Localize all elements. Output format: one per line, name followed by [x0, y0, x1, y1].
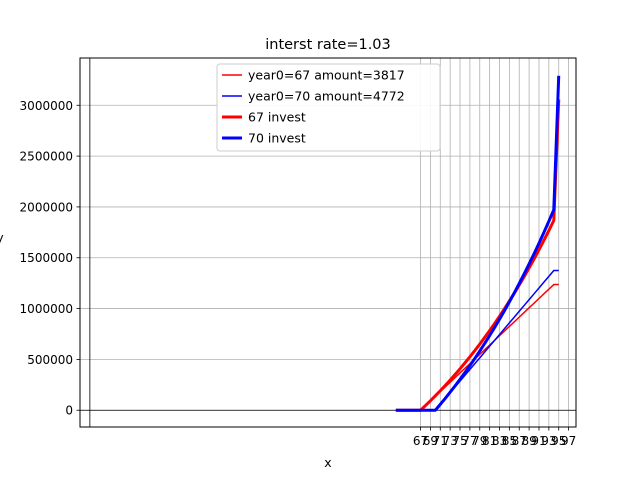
legend-entries: year0=67 amount=3817 year0=70 amount=4772… — [222, 68, 405, 146]
y-tick-label: 3000000 — [20, 99, 73, 113]
x-tick-label: 87 — [512, 434, 527, 448]
x-tick-label: 91 — [531, 434, 546, 448]
x-axis-label: x — [324, 455, 331, 470]
x-tick-label: 93 — [541, 434, 556, 448]
x-tick-label: 97 — [561, 434, 576, 448]
x-tick-label: 77 — [462, 434, 477, 448]
x-tick-label: 81 — [482, 434, 497, 448]
legend: year0=67 amount=3817 year0=70 amount=4772… — [216, 63, 441, 152]
x-tick-label: 85 — [502, 434, 517, 448]
series-line-3 — [395, 99, 561, 412]
x-tick-label: 95 — [551, 434, 566, 448]
y-tick-label: 2000000 — [20, 200, 73, 214]
legend-label-4: 70 invest — [248, 131, 306, 146]
y-tick-label: 2500000 — [20, 150, 73, 164]
x-tick-label: 71 — [433, 434, 448, 448]
x-tick-label: 69 — [423, 434, 438, 448]
legend-box — [216, 63, 441, 152]
y-tick-label: 500000 — [27, 353, 73, 367]
x-tick-label: 73 — [443, 434, 458, 448]
y-tick-label: 0 — [65, 404, 73, 418]
y-tick-label: 1000000 — [20, 302, 73, 316]
reference-lines — [80, 58, 576, 427]
series-lines — [395, 75, 561, 412]
x-tick-label: 89 — [521, 434, 536, 448]
legend-label-3: 67 invest — [248, 110, 306, 125]
x-tick-label: 79 — [472, 434, 487, 448]
legend-label-2: year0=70 amount=4772 — [248, 89, 405, 104]
x-tick-label: 83 — [492, 434, 507, 448]
x-tick-label: 75 — [452, 434, 467, 448]
chart-title: interst rate=1.03 — [265, 37, 391, 53]
y-axis-ticks: 0 500000 1000000 1500000 2000000 2500000 30000… — [20, 99, 80, 418]
y-axis-label: y — [0, 230, 4, 245]
series-line-4 — [395, 75, 561, 412]
axes-frame — [79, 57, 577, 428]
legend-label-1: year0=67 amount=3817 — [248, 68, 405, 83]
y-tick-label: 1500000 — [20, 251, 73, 265]
x-tick-label: 67 — [413, 434, 428, 448]
